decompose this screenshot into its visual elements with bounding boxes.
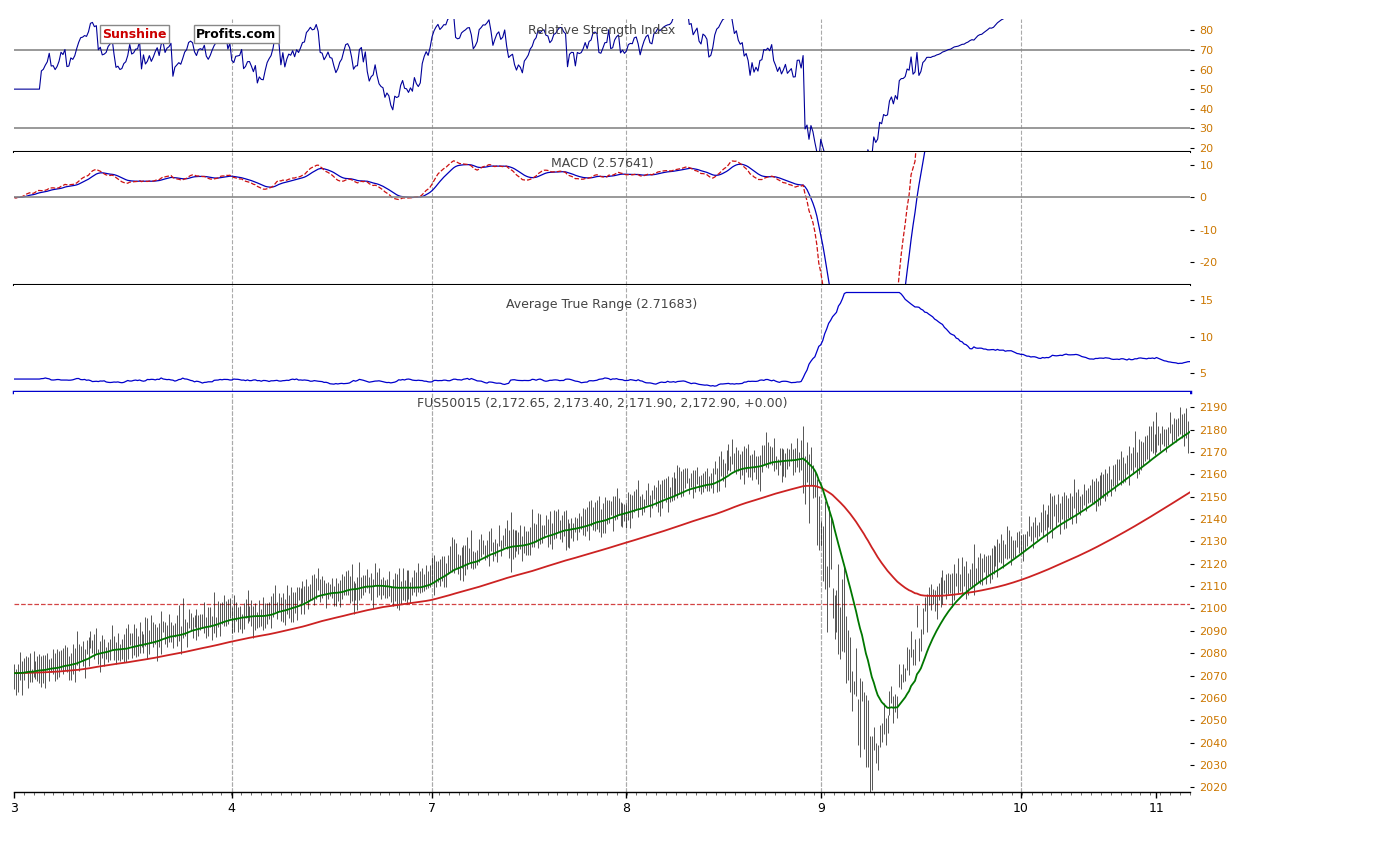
Text: Sunshine: Sunshine: [101, 28, 167, 41]
Text: Profits.com: Profits.com: [196, 28, 277, 41]
Text: MACD (2.57641): MACD (2.57641): [550, 157, 653, 170]
Text: FUS50015 (2,172.65, 2,173.40, 2,171.90, 2,172.90, +0.00): FUS50015 (2,172.65, 2,173.40, 2,171.90, …: [417, 397, 787, 409]
Text: Relative Strength Index: Relative Strength Index: [528, 24, 676, 37]
Text: Average True Range (2.71683): Average True Range (2.71683): [506, 298, 698, 311]
